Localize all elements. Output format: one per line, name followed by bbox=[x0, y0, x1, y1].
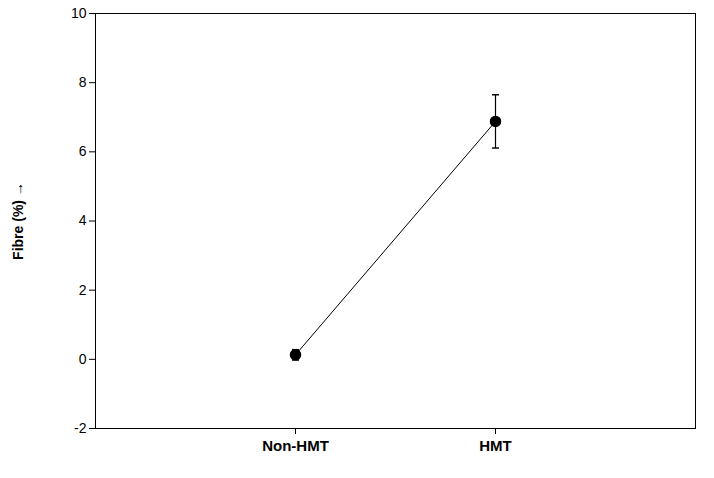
svg-text:-2: -2 bbox=[74, 420, 87, 436]
svg-text:4: 4 bbox=[79, 212, 87, 228]
svg-text:6: 6 bbox=[79, 143, 87, 159]
svg-text:Non-HMT: Non-HMT bbox=[262, 437, 329, 454]
svg-text:2: 2 bbox=[79, 282, 87, 298]
svg-text:10: 10 bbox=[71, 5, 87, 21]
svg-text:8: 8 bbox=[79, 74, 87, 90]
svg-text:HMT: HMT bbox=[479, 437, 512, 454]
svg-text:Fibre (%) →: Fibre (%) → bbox=[10, 182, 26, 260]
svg-text:0: 0 bbox=[79, 351, 87, 367]
